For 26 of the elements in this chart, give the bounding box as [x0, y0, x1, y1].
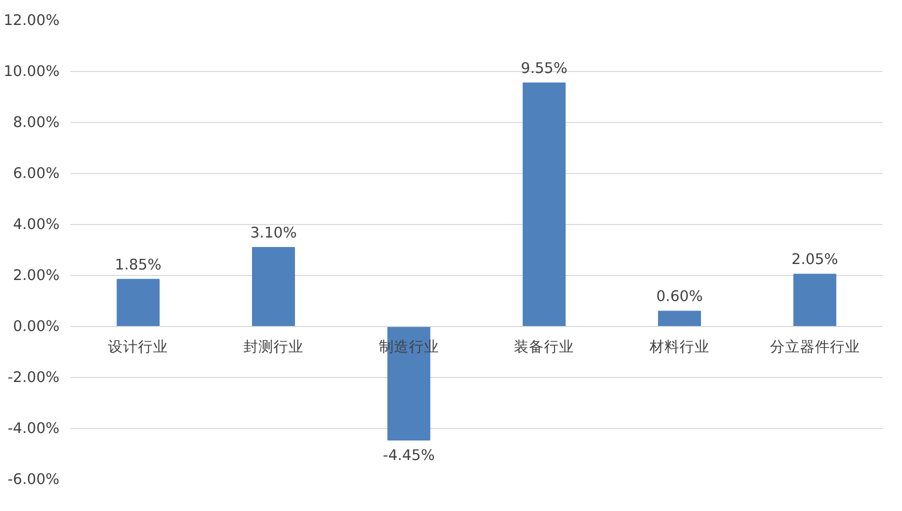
- data-label: 0.60%: [656, 288, 703, 306]
- y-tick-label: 6.00%: [12, 165, 60, 182]
- y-tick-label: 8.00%: [12, 114, 60, 131]
- bar: [793, 274, 836, 327]
- y-tick-label: 10.00%: [4, 63, 60, 80]
- x-tick-label: 设计行业: [108, 338, 168, 356]
- data-label: -4.45%: [382, 446, 435, 464]
- y-tick-label: -4.00%: [8, 420, 60, 437]
- y-tick-label: 12.00%: [4, 12, 60, 29]
- data-label: 9.55%: [520, 60, 568, 77]
- x-tick-label: 材料行业: [648, 338, 710, 356]
- bar: [116, 278, 160, 327]
- y-tick-label: 2.00%: [12, 267, 60, 284]
- y-tick-label: -6.00%: [8, 471, 60, 488]
- bar: [658, 310, 701, 327]
- data-label: 1.85%: [114, 256, 162, 274]
- y-tick-label: -2.00%: [8, 369, 60, 386]
- y-tick-label: 4.00%: [12, 216, 60, 233]
- bar: [252, 246, 295, 327]
- x-tick-label: 封测行业: [244, 338, 304, 356]
- x-tick-label: 装备行业: [514, 338, 574, 356]
- data-label: 3.10%: [250, 224, 297, 242]
- data-label: 2.05%: [792, 251, 838, 268]
- y-tick-label: 0.00%: [12, 318, 60, 335]
- bar: [522, 82, 566, 327]
- x-tick-label: 分立器件行业: [770, 338, 860, 356]
